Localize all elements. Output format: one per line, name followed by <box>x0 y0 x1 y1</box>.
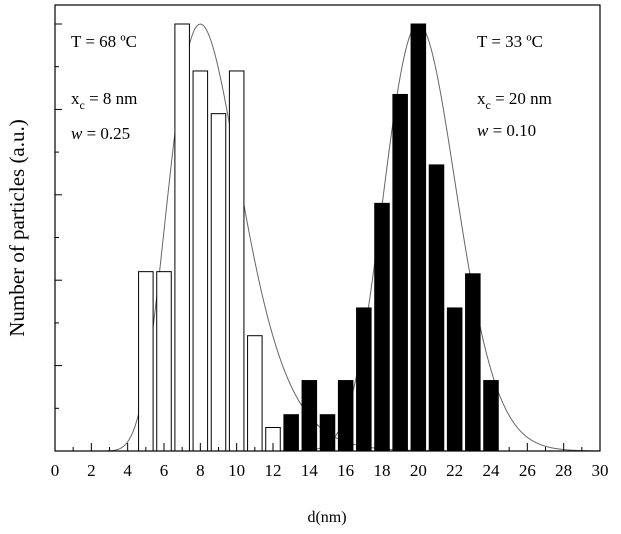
x-tick-label: 16 <box>337 461 354 480</box>
bar-filled-16 <box>337 380 354 452</box>
y-axis-label: Number of particles (a.u.) <box>5 119 29 337</box>
bar-open-5 <box>138 271 154 452</box>
x-axis-label: d(nm) <box>307 509 346 526</box>
bar-filled-14 <box>301 380 318 452</box>
y-axis <box>55 23 62 452</box>
x-tick-label: 4 <box>123 461 132 480</box>
x-tick-label: 22 <box>446 461 463 480</box>
bar-open-10 <box>228 70 245 452</box>
x-tick-label: 26 <box>519 461 536 480</box>
bar-open-8 <box>192 70 209 452</box>
bar-open-9 <box>210 113 227 452</box>
x-tick-label: 20 <box>410 461 427 480</box>
x-tick-label: 30 <box>592 461 609 480</box>
x-tick-label: 0 <box>51 461 60 480</box>
bar-filled-17 <box>356 307 372 452</box>
right-xc: xc = 20 nm <box>477 89 552 112</box>
bar-filled-20 <box>410 23 427 452</box>
left-temperature: T = 68 ºC <box>71 32 137 51</box>
x-tick-label: 14 <box>301 461 319 480</box>
x-tick-label: 6 <box>160 461 169 480</box>
x-tick-label: 8 <box>196 461 205 480</box>
bar-filled-19 <box>392 93 408 452</box>
bar-open-11 <box>247 335 263 452</box>
right-width: w = 0.10 <box>477 121 536 140</box>
plot-frame <box>54 4 601 452</box>
x-axis: 0 2 4 6 8 10 12 14 16 18 20 22 24 26 28 30 <box>51 443 609 480</box>
right-temperature: T = 33 ºC <box>477 32 543 51</box>
bar-open-6 <box>156 271 172 452</box>
bar-filled-22 <box>446 307 463 452</box>
bar-filled-23 <box>465 273 481 452</box>
histogram-bars <box>138 23 499 452</box>
x-tick-label: 28 <box>555 461 572 480</box>
x-tick-label: 18 <box>374 461 391 480</box>
bar-filled-15 <box>319 414 336 452</box>
left-annotation: T = 68 ºC xc = 8 nm w = 0.25 <box>71 32 137 143</box>
x-tick-label: 24 <box>483 461 501 480</box>
right-annotation: T = 33 ºC xc = 20 nm w = 0.10 <box>477 32 552 140</box>
bar-filled-13 <box>283 414 299 452</box>
bar-open-7 <box>174 23 190 452</box>
x-tick-label: 2 <box>87 461 96 480</box>
x-tick-label: 12 <box>265 461 282 480</box>
left-width: w = 0.25 <box>71 124 130 143</box>
bar-filled-21 <box>428 164 445 452</box>
bar-filled-24 <box>483 380 499 452</box>
x-tick-label: 10 <box>228 461 245 480</box>
bar-filled-18 <box>374 202 390 452</box>
left-xc: xc = 8 nm <box>71 89 137 112</box>
